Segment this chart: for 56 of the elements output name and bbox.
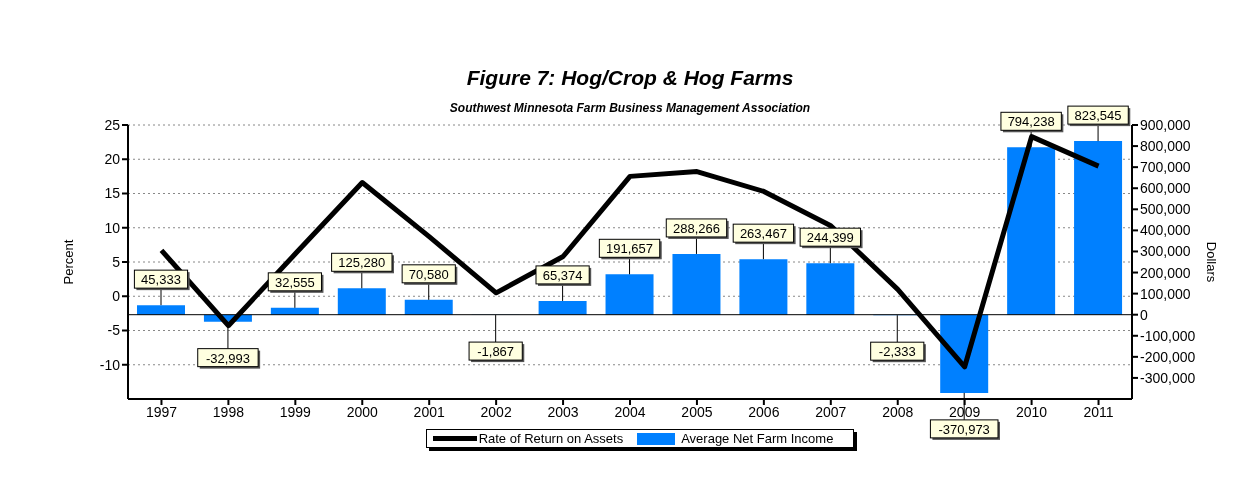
chart-title: Figure 7: Hog/Crop & Hog Farms: [465, 66, 795, 90]
y-tick-label: 5: [112, 253, 121, 270]
y2-tick-label: 300,000: [1140, 243, 1191, 260]
data-label: 244,399: [806, 230, 854, 246]
y2-tick-label: -200,000: [1140, 348, 1196, 365]
x-tick-label: 2001: [413, 403, 445, 420]
x-tick-label: 1998: [212, 403, 245, 420]
legend-label: Rate of Return on Assets: [477, 431, 624, 446]
y2-tick-label: 0: [1140, 306, 1148, 323]
x-tick-label: 2004: [614, 403, 646, 420]
y2-tick-label: -100,000: [1140, 327, 1196, 344]
y2-tick-label: 100,000: [1140, 285, 1191, 302]
y-tick-label: 15: [104, 185, 121, 202]
legend-label: Average Net Farm Income: [680, 431, 834, 446]
y-tick-label: 10: [104, 219, 121, 236]
data-label: 70,580: [408, 266, 449, 282]
data-label: 288,266: [672, 220, 720, 236]
y2-tick-label: 800,000: [1140, 138, 1191, 155]
y-tick-label: 20: [104, 151, 121, 168]
y2-tick-label: 900,000: [1140, 116, 1191, 133]
data-label: 32,555: [274, 274, 315, 290]
data-label: -1,867: [477, 344, 515, 360]
y2-tick-label: 400,000: [1140, 222, 1191, 239]
x-tick-label: 2005: [681, 403, 713, 420]
x-tick-label: 2008: [882, 403, 914, 420]
x-tick-label: 2007: [815, 403, 847, 420]
data-label: -2,333: [878, 344, 916, 360]
y-tick-label: 25: [104, 116, 121, 133]
data-label: 794,238: [1007, 114, 1055, 130]
y2-axis-title: Dollars: [1204, 241, 1220, 283]
y-tick-label: -5: [107, 322, 121, 339]
x-tick-label: 2002: [480, 403, 512, 420]
y2-tick-label: 700,000: [1140, 159, 1191, 176]
x-tick-label: 1997: [145, 403, 178, 420]
data-label: 45,333: [141, 272, 181, 288]
y2-tick-label: 600,000: [1140, 180, 1191, 197]
x-tick-label: 2006: [748, 403, 780, 420]
data-label: -32,993: [205, 350, 250, 366]
x-tick-label: 2011: [1083, 403, 1114, 420]
x-tick-label: 2010: [1016, 403, 1048, 420]
y2-tick-label: 500,000: [1140, 201, 1191, 218]
y2-tick-label: -300,000: [1140, 369, 1196, 386]
x-tick-label: 1999: [279, 403, 312, 420]
data-label: -370,973: [938, 421, 990, 437]
data-label: 823,545: [1074, 108, 1122, 124]
y-axis-title: Percent: [60, 239, 76, 285]
x-tick-label: 2003: [547, 403, 579, 420]
x-tick-label: 2000: [346, 403, 379, 420]
data-label: 65,374: [542, 267, 583, 283]
y-tick-label: 0: [112, 288, 121, 305]
data-label: 191,657: [606, 241, 654, 257]
chart-subtitle: Southwest Minnesota Farm Business Management Association: [449, 101, 811, 115]
data-label: 263,467: [739, 226, 787, 242]
data-label: 125,280: [338, 255, 386, 271]
y2-tick-label: 200,000: [1140, 264, 1191, 281]
y-tick-label: -10: [99, 356, 121, 373]
